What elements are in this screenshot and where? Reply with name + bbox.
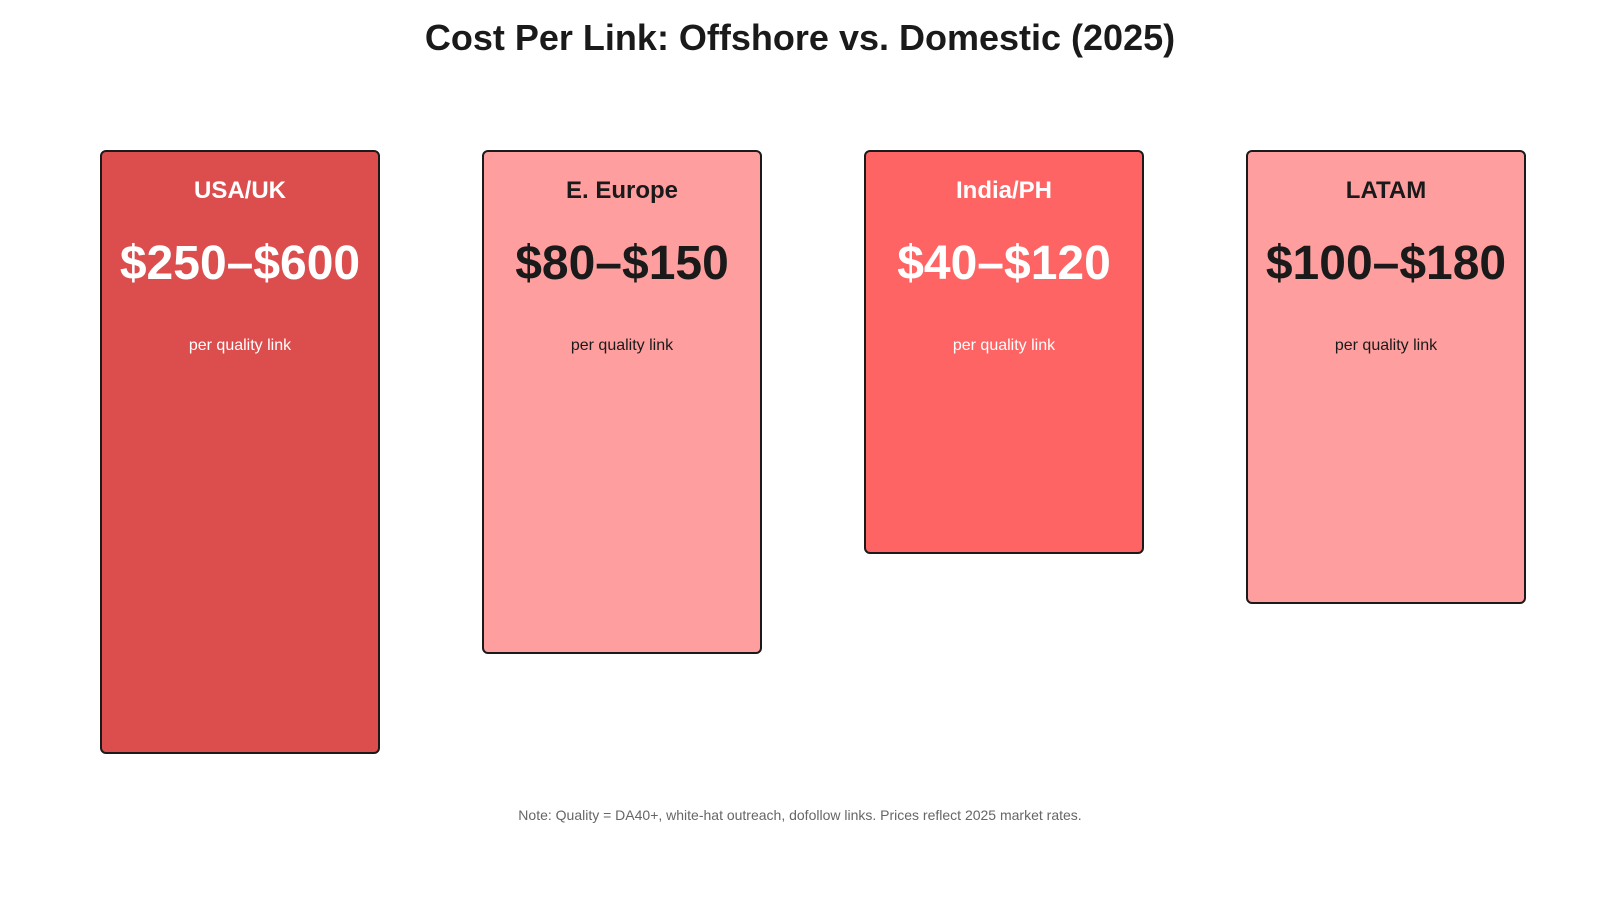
bar-card: E. Europe $80–$150 per quality link — [482, 150, 762, 654]
bar-sublabel: per quality link — [188, 337, 292, 354]
bar-price-range: $250–$600 — [119, 237, 361, 290]
bar-card: USA/UK $250–$600 per quality link — [100, 150, 380, 754]
bar-price-range: $80–$150 — [515, 237, 729, 290]
chart-note: Note: Quality = DA40+, white-hat outreac… — [518, 807, 1082, 823]
bar-sublabel: per quality link — [570, 337, 674, 354]
bar-price-range: $40–$120 — [897, 237, 1111, 290]
bar-category-label: LATAM — [1345, 177, 1427, 204]
bar-category-label: USA/UK — [193, 177, 286, 204]
bar-category-label: E. Europe — [565, 177, 679, 204]
bar-sublabel: per quality link — [1334, 337, 1438, 354]
chart-title: Cost Per Link: Offshore vs. Domestic (20… — [424, 17, 1176, 58]
bar-price-range: $100–$180 — [1265, 237, 1507, 290]
bar-card: LATAM $100–$180 per quality link — [1246, 150, 1526, 604]
bar-sublabel: per quality link — [952, 337, 1056, 354]
bar-category-label: India/PH — [955, 177, 1052, 204]
bar-card: India/PH $40–$120 per quality link — [864, 150, 1144, 554]
